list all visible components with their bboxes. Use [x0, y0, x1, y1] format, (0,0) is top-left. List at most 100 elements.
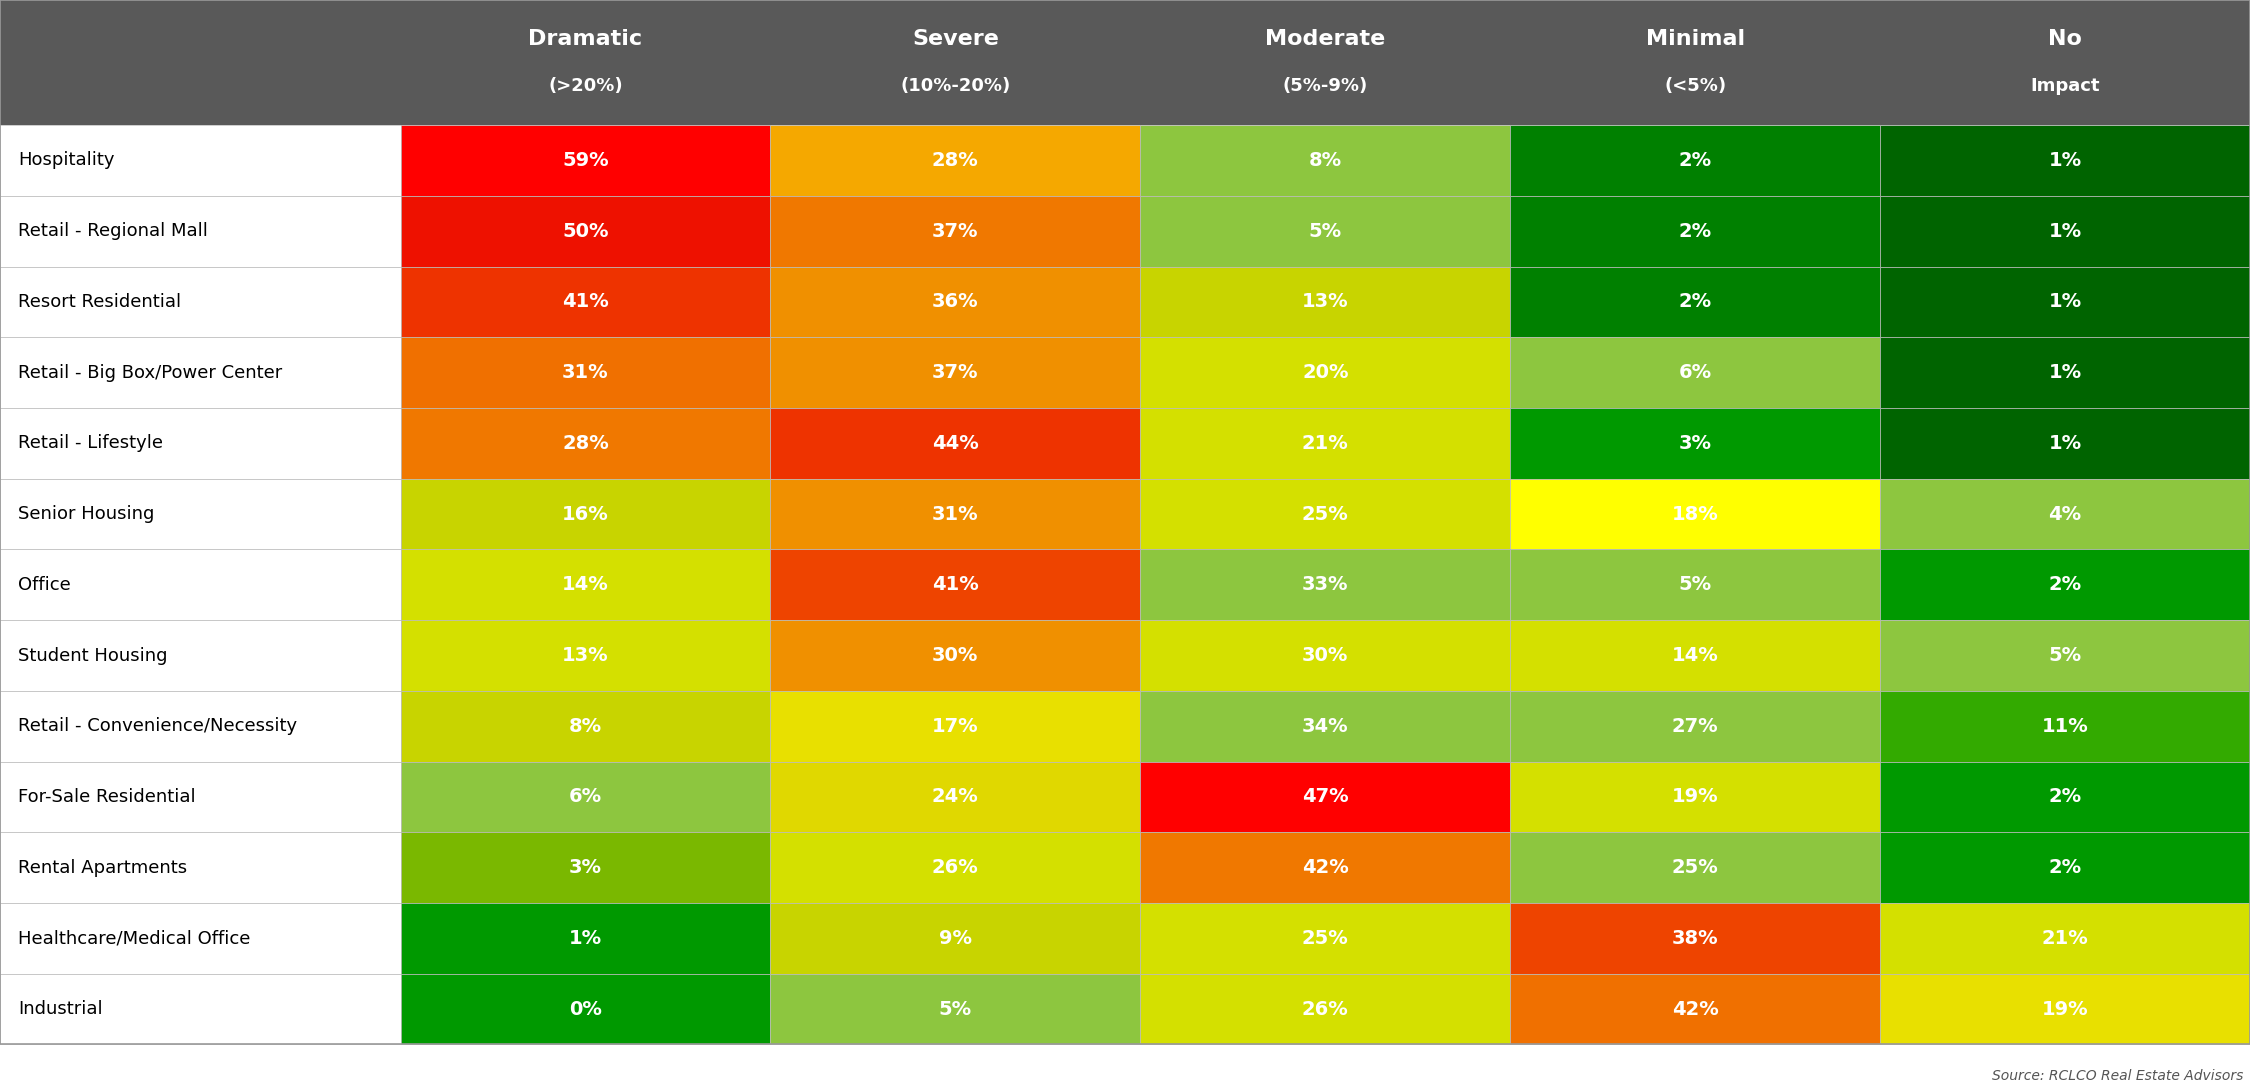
Text: 37%: 37%	[932, 222, 979, 240]
Text: For-Sale Residential: For-Sale Residential	[18, 788, 196, 806]
FancyBboxPatch shape	[1510, 974, 1881, 1044]
Text: 37%: 37%	[932, 363, 979, 382]
FancyBboxPatch shape	[1510, 549, 1881, 620]
FancyBboxPatch shape	[0, 125, 400, 196]
Text: 41%: 41%	[932, 576, 979, 594]
Text: (10%-20%): (10%-20%)	[900, 77, 1010, 96]
Text: 6%: 6%	[569, 788, 603, 806]
Text: 2%: 2%	[2048, 788, 2081, 806]
Text: 25%: 25%	[1672, 858, 1719, 877]
FancyBboxPatch shape	[770, 125, 1141, 196]
FancyBboxPatch shape	[770, 974, 1141, 1044]
Text: Retail - Lifestyle: Retail - Lifestyle	[18, 434, 162, 453]
FancyBboxPatch shape	[770, 903, 1141, 974]
FancyBboxPatch shape	[400, 125, 770, 196]
FancyBboxPatch shape	[770, 620, 1141, 691]
Text: 5%: 5%	[1310, 222, 1341, 240]
Text: 2%: 2%	[1678, 222, 1712, 240]
Text: 21%: 21%	[1303, 434, 1348, 453]
Text: 27%: 27%	[1672, 717, 1719, 735]
FancyBboxPatch shape	[0, 408, 400, 479]
FancyBboxPatch shape	[1141, 832, 1510, 903]
FancyBboxPatch shape	[1881, 974, 2250, 1044]
FancyBboxPatch shape	[770, 408, 1141, 479]
FancyBboxPatch shape	[1881, 479, 2250, 549]
FancyBboxPatch shape	[770, 196, 1141, 267]
FancyBboxPatch shape	[0, 620, 400, 691]
Text: Moderate: Moderate	[1265, 28, 1386, 49]
FancyBboxPatch shape	[770, 832, 1141, 903]
FancyBboxPatch shape	[1881, 762, 2250, 832]
Text: 6%: 6%	[1678, 363, 1712, 382]
FancyBboxPatch shape	[1510, 479, 1881, 549]
FancyBboxPatch shape	[770, 762, 1141, 832]
Text: 19%: 19%	[1672, 788, 1719, 806]
Text: 42%: 42%	[1303, 858, 1348, 877]
FancyBboxPatch shape	[1510, 267, 1881, 337]
Text: 38%: 38%	[1672, 929, 1719, 948]
FancyBboxPatch shape	[1881, 267, 2250, 337]
Text: 33%: 33%	[1303, 576, 1348, 594]
FancyBboxPatch shape	[1510, 337, 1881, 408]
Text: 59%: 59%	[562, 151, 610, 170]
Text: 44%: 44%	[932, 434, 979, 453]
FancyBboxPatch shape	[1510, 762, 1881, 832]
Text: 25%: 25%	[1303, 929, 1348, 948]
Text: 31%: 31%	[932, 505, 979, 523]
Text: 2%: 2%	[1678, 151, 1712, 170]
FancyBboxPatch shape	[400, 691, 770, 762]
FancyBboxPatch shape	[1141, 549, 1510, 620]
FancyBboxPatch shape	[770, 479, 1141, 549]
FancyBboxPatch shape	[0, 762, 400, 832]
FancyBboxPatch shape	[1141, 267, 1510, 337]
FancyBboxPatch shape	[1141, 196, 1510, 267]
Text: 13%: 13%	[562, 646, 610, 665]
Text: 4%: 4%	[2048, 505, 2081, 523]
Text: 36%: 36%	[932, 293, 979, 311]
FancyBboxPatch shape	[1881, 196, 2250, 267]
FancyBboxPatch shape	[0, 479, 400, 549]
FancyBboxPatch shape	[1881, 337, 2250, 408]
Text: No: No	[2048, 28, 2081, 49]
FancyBboxPatch shape	[400, 620, 770, 691]
Text: 8%: 8%	[569, 717, 603, 735]
Text: Resort Residential: Resort Residential	[18, 293, 180, 311]
FancyBboxPatch shape	[1881, 408, 2250, 479]
FancyBboxPatch shape	[1141, 903, 1510, 974]
Text: Healthcare/Medical Office: Healthcare/Medical Office	[18, 929, 250, 948]
FancyBboxPatch shape	[400, 408, 770, 479]
FancyBboxPatch shape	[400, 762, 770, 832]
FancyBboxPatch shape	[1141, 691, 1510, 762]
FancyBboxPatch shape	[0, 903, 400, 974]
Text: 25%: 25%	[1303, 505, 1348, 523]
FancyBboxPatch shape	[400, 267, 770, 337]
Text: Retail - Big Box/Power Center: Retail - Big Box/Power Center	[18, 363, 281, 382]
FancyBboxPatch shape	[1510, 832, 1881, 903]
FancyBboxPatch shape	[1141, 337, 1510, 408]
Text: 13%: 13%	[1303, 293, 1348, 311]
FancyBboxPatch shape	[1510, 903, 1881, 974]
Text: (>20%): (>20%)	[549, 77, 623, 96]
FancyBboxPatch shape	[0, 549, 400, 620]
Text: (<5%): (<5%)	[1665, 77, 1726, 96]
Text: 14%: 14%	[1672, 646, 1719, 665]
FancyBboxPatch shape	[770, 267, 1141, 337]
FancyBboxPatch shape	[1510, 691, 1881, 762]
Text: 28%: 28%	[562, 434, 610, 453]
FancyBboxPatch shape	[0, 832, 400, 903]
FancyBboxPatch shape	[1141, 408, 1510, 479]
Text: Impact: Impact	[2030, 77, 2099, 96]
Text: 28%: 28%	[932, 151, 979, 170]
Text: 30%: 30%	[1303, 646, 1348, 665]
Text: 2%: 2%	[2048, 576, 2081, 594]
Text: 5%: 5%	[1678, 576, 1712, 594]
FancyBboxPatch shape	[0, 337, 400, 408]
Text: Severe: Severe	[911, 28, 999, 49]
FancyBboxPatch shape	[400, 832, 770, 903]
FancyBboxPatch shape	[1141, 125, 1510, 196]
FancyBboxPatch shape	[1881, 691, 2250, 762]
Text: 16%: 16%	[562, 505, 610, 523]
Text: Rental Apartments: Rental Apartments	[18, 858, 187, 877]
FancyBboxPatch shape	[1881, 832, 2250, 903]
Text: 0%: 0%	[569, 1000, 603, 1018]
